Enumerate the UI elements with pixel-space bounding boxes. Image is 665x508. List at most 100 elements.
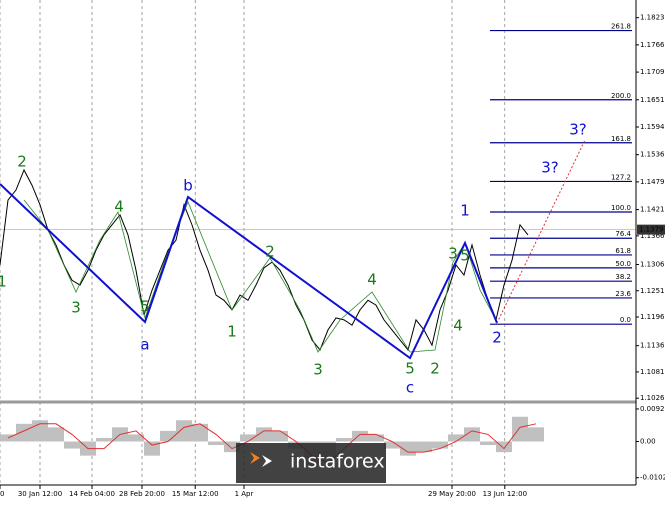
histogram-bar	[64, 441, 80, 449]
fib-label: 200.0	[611, 92, 631, 100]
histogram-bar	[240, 434, 256, 442]
histogram-bar	[0, 434, 16, 442]
wave-label: b	[183, 177, 193, 195]
fib-label: 0.0	[620, 316, 631, 324]
major-wave-line	[0, 183, 498, 360]
wave-label: 1	[227, 323, 237, 341]
fib-label: 61.8	[615, 247, 631, 255]
last-price-box	[637, 224, 665, 235]
wave-label: 5	[460, 247, 470, 265]
histogram-bar	[160, 430, 176, 442]
histogram-bar	[368, 434, 384, 442]
histogram-bar	[144, 441, 160, 456]
last-price-label: 1.1379	[639, 226, 664, 234]
histogram-bar	[96, 437, 112, 442]
wave-label: 2	[430, 360, 440, 378]
y-tick-label: 0.00	[640, 437, 656, 445]
wave-label: 2	[492, 329, 502, 347]
histogram-bar	[272, 430, 288, 442]
wave-label: 4	[114, 198, 124, 216]
watermark-box	[236, 443, 386, 483]
y-tick-label: -0.01024	[640, 474, 665, 482]
x-tick-label: 1 Apr	[235, 490, 254, 498]
y-tick-label: 1.1823	[640, 14, 665, 22]
y-tick-label: 1.1479	[640, 178, 665, 186]
signal-line	[7, 423, 537, 464]
histogram-bar	[528, 427, 544, 442]
price-line	[0, 168, 529, 352]
histogram-bar	[208, 441, 224, 446]
histogram-bar	[384, 441, 400, 449]
y-tick-label: 1.1366	[640, 232, 665, 240]
grid	[0, 0, 506, 485]
y-tick-label: 0.0092	[640, 405, 665, 413]
x-tick-label: 30 Jan 12:00	[18, 490, 62, 498]
axes: 1.1823 1.1766 1.1709 1.1651 1.1594 1.1536 1.14…	[0, 14, 665, 498]
wave-label: 5	[140, 298, 150, 316]
histogram-bar	[512, 416, 528, 442]
histogram-bar	[464, 427, 480, 442]
y-tick-label: 1.1026	[640, 394, 665, 402]
watermark-logo	[250, 452, 260, 464]
fib-label: 100.0	[611, 204, 631, 212]
y-tick-label: 1.1081	[640, 368, 665, 376]
histogram-bar	[224, 441, 240, 453]
watermark: instaforex	[236, 443, 386, 483]
fib-label: 161.8	[611, 135, 631, 143]
histogram-bar	[176, 420, 192, 442]
y-tick-label: 1.1136	[640, 342, 665, 350]
histogram-bar	[48, 427, 64, 442]
histogram-bar	[128, 434, 144, 442]
histogram-bar	[448, 434, 464, 442]
watermark-text: instaforex	[290, 451, 385, 473]
y-tick-label: 1.1709	[640, 68, 665, 76]
y-tick-label: 1.1251	[640, 287, 665, 295]
wave-label: 5	[405, 360, 415, 378]
x-tick-label: 15 Mar 12:00	[172, 490, 219, 498]
wave-label: 3?	[569, 121, 587, 139]
y-tick-label: 1.1306	[640, 260, 665, 268]
x-tick-label: 28 Feb 20:00	[119, 490, 165, 498]
wave-label: 3	[448, 245, 458, 263]
histogram-bar	[480, 441, 496, 446]
fib-label: 38.2	[615, 273, 631, 281]
y-tick-label: 1.1651	[640, 96, 665, 104]
projection-line	[496, 139, 586, 324]
fib-label: 23.6	[615, 290, 631, 298]
wave-label: c	[406, 379, 414, 397]
price-panel: 0.0 23.6 38.2 50.0 61.8 76.4 100.0 127.2 161.8 20…	[0, 23, 636, 352]
histogram-bar	[16, 423, 32, 442]
fib-label: 76.4	[615, 230, 631, 238]
histogram-bar	[432, 441, 448, 449]
y-tick-label: 1.1594	[640, 123, 665, 131]
wave-label: 3	[71, 299, 81, 317]
x-tick-label: 29 May 20:00	[428, 490, 476, 498]
histogram-bar	[336, 437, 352, 442]
histogram-bar	[192, 423, 208, 442]
fib-label: 50.0	[615, 260, 631, 268]
histogram-bar	[496, 441, 512, 453]
histogram-bar	[416, 441, 432, 453]
wave-label: 2	[17, 153, 27, 171]
fib-label: 261.8	[611, 23, 631, 31]
histogram-bar	[352, 430, 368, 442]
wave-label: 2	[265, 243, 275, 261]
fib-label: 127.2	[611, 173, 631, 181]
wave-label: 4	[453, 317, 463, 335]
x-tick-label: 00	[0, 490, 4, 498]
watermark-logo	[262, 455, 272, 467]
x-tick-label: 13 Jun 12:00	[483, 490, 527, 498]
y-tick-label: 1.1196	[640, 313, 665, 321]
wave-label: a	[140, 336, 149, 354]
wave-label: 3?	[541, 159, 559, 177]
y-tick-label: 1.1766	[640, 41, 665, 49]
x-tick-label: 14 Feb 04:00	[69, 490, 115, 498]
wave-label: 4	[367, 271, 377, 289]
y-tick-label: 1.1421	[640, 206, 665, 214]
wave-label: 1	[460, 202, 470, 220]
y-tick-label: 1.1536	[640, 151, 665, 159]
wave-label: 1	[0, 273, 7, 291]
